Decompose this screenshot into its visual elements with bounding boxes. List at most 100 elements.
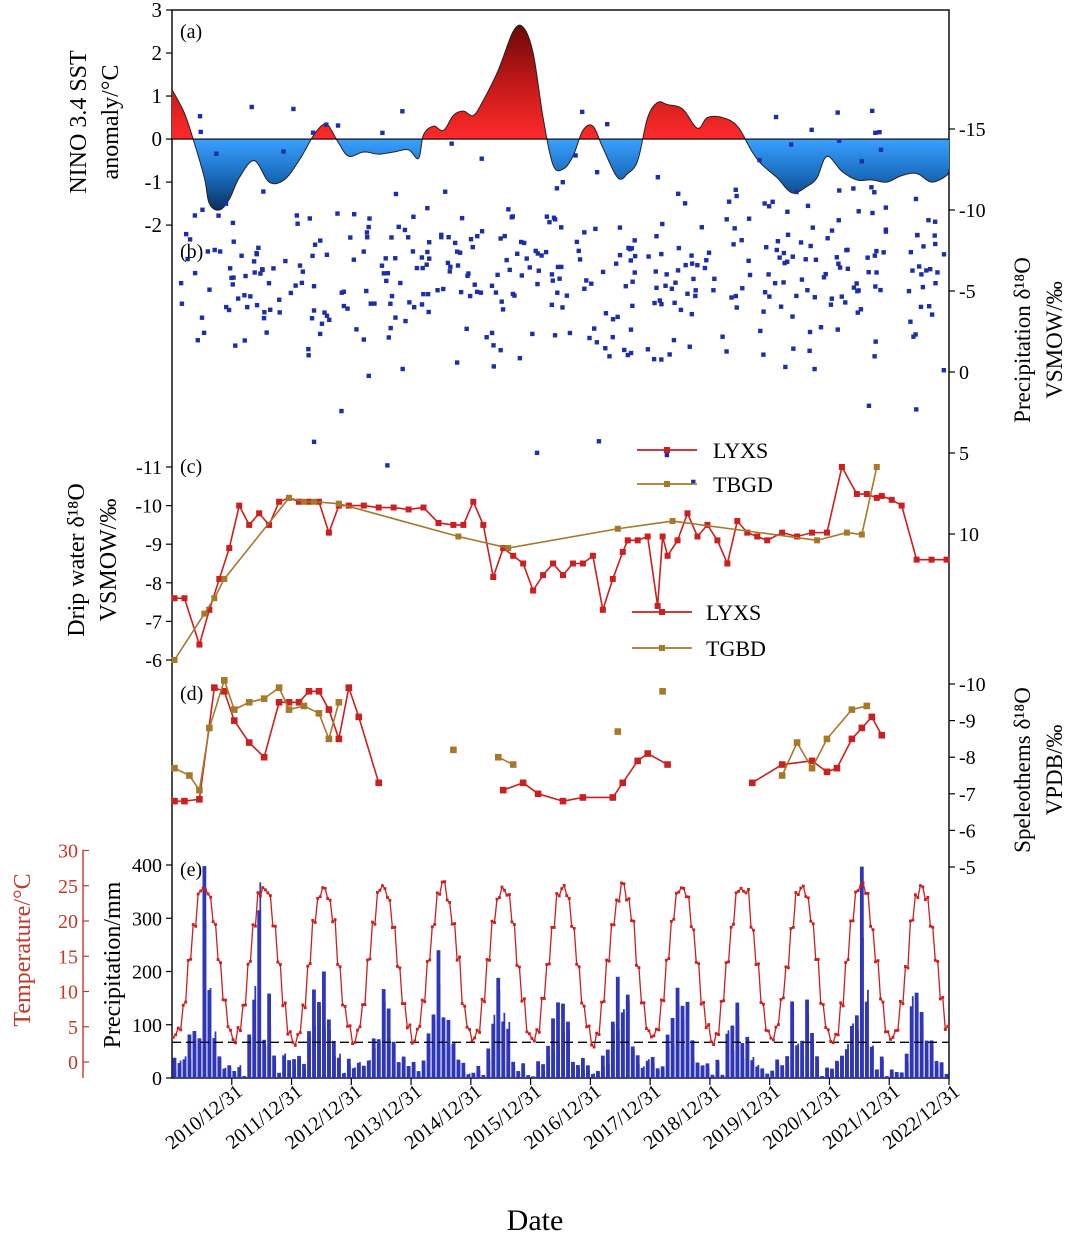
e-temperature-point xyxy=(266,891,270,895)
b-point xyxy=(242,338,247,343)
e-precip-bar xyxy=(802,1054,805,1078)
b-point xyxy=(603,311,609,316)
e-precip-bar xyxy=(618,1029,620,1078)
b-point xyxy=(836,138,842,143)
e-precip-bar xyxy=(531,1076,535,1078)
b-point xyxy=(277,297,282,302)
d-point-1 xyxy=(196,786,203,794)
e-precip-bar xyxy=(825,1067,829,1078)
b-point xyxy=(941,252,947,257)
b-point xyxy=(594,169,600,175)
e-precip-bar xyxy=(361,1065,366,1078)
e-precip-bar xyxy=(662,1070,665,1078)
e-temperature-point xyxy=(298,1031,302,1035)
b-point xyxy=(573,153,578,158)
b-point xyxy=(731,242,736,247)
e-ytick-label: 200 xyxy=(132,962,162,984)
b-point xyxy=(734,193,739,199)
e-precip-bar xyxy=(229,1067,232,1078)
e-precip-bar xyxy=(655,1068,660,1078)
b-point xyxy=(252,270,257,275)
b-point xyxy=(554,186,560,191)
e-temperature-point xyxy=(428,958,432,962)
e-precip-bar xyxy=(553,1049,556,1078)
e-temperature-point xyxy=(231,1038,235,1041)
e-temperature-point xyxy=(211,920,215,924)
c-point-0 xyxy=(684,510,691,517)
e-temperature-point xyxy=(540,996,544,1000)
e-temperature-point xyxy=(191,923,195,926)
e-precip-bar xyxy=(349,1065,351,1078)
b-point xyxy=(932,219,938,224)
e-temperature-point xyxy=(555,892,559,895)
e-temperature-point xyxy=(767,1029,770,1033)
e-precip-bar xyxy=(184,1056,187,1078)
e-temperature-point xyxy=(859,884,862,888)
d-point-1 xyxy=(171,764,178,772)
b-point xyxy=(734,305,739,310)
e-precip-bar xyxy=(478,1070,481,1078)
d-point-0 xyxy=(230,717,238,724)
e-precip-bar xyxy=(705,1063,710,1078)
b-point xyxy=(251,259,257,264)
panel-e-climate: 0 100 200 300 400 0 5 10 15 20 25 30 (e) Precipitatio… xyxy=(10,841,950,1090)
b-point xyxy=(324,313,330,318)
c-point-1 xyxy=(171,657,178,663)
e-temperature-point xyxy=(388,898,392,902)
e-temperature-point xyxy=(226,1025,230,1029)
e-temperature-point xyxy=(196,892,200,896)
d-ylabel-line1: Speleothems δ¹⁸O xyxy=(1010,687,1035,853)
e-precip-bar xyxy=(830,1068,834,1078)
b-point xyxy=(835,110,840,115)
e-precip-bar xyxy=(862,937,864,1078)
b-point xyxy=(420,265,425,271)
b-point xyxy=(295,221,300,226)
e-precip-bar xyxy=(787,1063,790,1078)
b-point xyxy=(248,294,253,299)
e-temperature-point xyxy=(410,1041,414,1045)
b-point xyxy=(626,245,631,251)
c-point-1 xyxy=(211,595,218,602)
d-point-0 xyxy=(858,724,866,732)
e-temperature-point xyxy=(911,918,915,922)
e-precip-bar xyxy=(782,1069,785,1078)
e-temperature-point xyxy=(834,1032,838,1036)
b-point xyxy=(466,271,471,276)
b-point xyxy=(592,326,597,331)
e-temperature-point xyxy=(381,884,384,888)
e-precip-bar xyxy=(179,1060,182,1078)
b-point xyxy=(836,261,841,266)
b-point xyxy=(919,272,924,277)
e-temperature-point xyxy=(752,928,755,932)
b-point xyxy=(491,343,496,348)
b-point xyxy=(854,281,859,286)
e-precip-bar xyxy=(249,1037,252,1078)
e-temperature-point xyxy=(889,1037,892,1041)
e-precip-bar xyxy=(615,976,620,1078)
b-point xyxy=(774,247,779,253)
e-temperature-point xyxy=(321,886,325,890)
e-temperature-point xyxy=(659,998,663,1002)
b-point xyxy=(224,304,229,310)
b-point xyxy=(547,219,552,225)
b-point xyxy=(366,224,371,230)
e-precip-bar xyxy=(227,1065,232,1078)
e-precip-bar xyxy=(448,1046,451,1078)
e-precip-bar xyxy=(556,1002,560,1078)
d-point-0 xyxy=(878,731,886,739)
d-legend-label-1: TGBD xyxy=(706,636,766,661)
b-point xyxy=(788,142,794,147)
c-point-0 xyxy=(460,521,467,528)
e-temperature-point xyxy=(717,1033,721,1036)
b-point xyxy=(584,278,589,283)
b-point xyxy=(843,300,848,305)
b-point xyxy=(791,346,796,351)
e-precip-bar xyxy=(946,1076,949,1078)
b-point xyxy=(711,288,716,293)
e-precip-bar xyxy=(446,1019,451,1078)
b-point xyxy=(596,439,602,444)
e-temperature-point xyxy=(946,1024,950,1028)
c-point-0 xyxy=(206,606,213,613)
e-temperature-point xyxy=(836,1033,840,1037)
b-point xyxy=(818,325,824,330)
